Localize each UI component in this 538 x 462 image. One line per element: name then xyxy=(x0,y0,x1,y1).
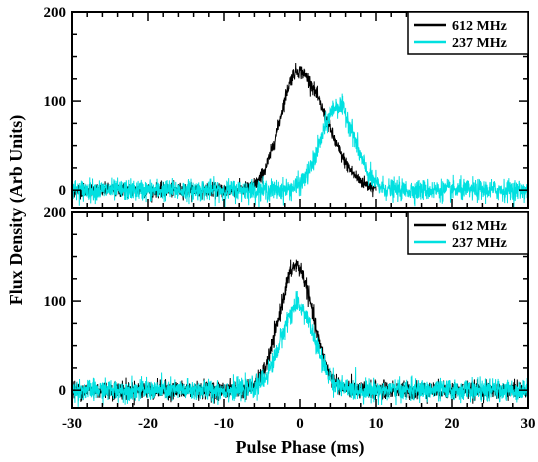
legend-label: 612 MHz xyxy=(452,219,507,234)
panel-top: 0 100 200 612 MHz 237 MHz xyxy=(44,5,529,209)
x-axis-title: Pulse Phase (ms) xyxy=(236,437,365,458)
y-tick-label: 100 xyxy=(44,94,67,110)
legend-label: 612 MHz xyxy=(452,19,507,34)
legend-label: 237 MHz xyxy=(452,36,507,51)
x-tick-label: 20 xyxy=(445,416,460,432)
y-tick-label: 0 xyxy=(59,383,67,399)
panel-bottom: 0 100 200 -30 -20 -10 0 10 20 30 612 MHz 237 MHz xyxy=(44,205,536,432)
series-line-237-mhz-bottom xyxy=(72,291,528,407)
y-tick-label: 100 xyxy=(44,294,67,310)
x-tick-label: 0 xyxy=(296,416,304,432)
legend-box-bottom xyxy=(407,211,529,255)
x-tick-label: -10 xyxy=(214,416,234,432)
x-tick-label: 10 xyxy=(369,416,384,432)
y-tick-label: 200 xyxy=(44,5,67,21)
legend-label: 237 MHz xyxy=(452,236,507,251)
series-line-237-mhz-top xyxy=(72,93,528,208)
y-axis-title: Flux Density (Arb Units) xyxy=(6,115,27,306)
legend-box-top xyxy=(407,11,529,55)
x-tick-label: 30 xyxy=(521,416,536,432)
x-tick-label: -20 xyxy=(138,416,158,432)
y-tick-label: 200 xyxy=(44,205,67,221)
y-tick-label: 0 xyxy=(59,183,67,199)
x-tick-label: -30 xyxy=(62,416,82,432)
